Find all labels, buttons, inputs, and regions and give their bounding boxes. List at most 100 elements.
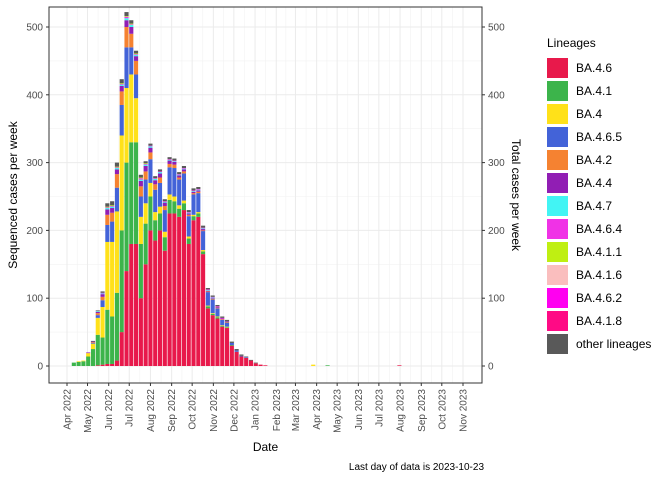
x-tick-label: Jul 2022 bbox=[125, 389, 136, 427]
legend-label: BA.4.6.4 bbox=[576, 221, 623, 236]
bar-segment bbox=[229, 345, 234, 366]
bar-segment bbox=[134, 56, 139, 61]
bar-segment bbox=[196, 216, 201, 366]
bar-segment bbox=[162, 205, 167, 211]
legend: Lineages BA.4.6 BA.4.1 BA.4 BA.4.6.5 BA.4.2 B… bbox=[547, 36, 651, 355]
bar-segment bbox=[196, 213, 201, 217]
bar-segment bbox=[191, 220, 196, 366]
week-bar bbox=[191, 188, 196, 366]
bar-segment bbox=[191, 193, 196, 195]
bar-segment bbox=[119, 79, 124, 84]
bar-segment bbox=[201, 227, 206, 229]
bar-segment bbox=[167, 157, 172, 160]
x-tick-label: Jan 2023 bbox=[251, 389, 262, 431]
bar-segment bbox=[153, 189, 158, 213]
week-bar bbox=[201, 225, 206, 366]
bar-segment bbox=[114, 166, 119, 168]
bar-segment bbox=[234, 351, 239, 366]
bar-segment bbox=[177, 174, 182, 176]
bar-segment bbox=[124, 12, 129, 17]
legend-swatch bbox=[547, 172, 568, 193]
legend-label: BA.4.7 bbox=[576, 198, 613, 213]
bar-segment bbox=[234, 349, 239, 351]
bar-segment bbox=[119, 135, 124, 231]
bar-segment bbox=[191, 191, 196, 192]
bar-segment bbox=[191, 194, 196, 215]
bar-segment bbox=[191, 190, 196, 192]
bar-segment bbox=[81, 360, 86, 362]
week-bar bbox=[143, 161, 148, 366]
bar-segment bbox=[201, 228, 206, 230]
bar-segment bbox=[224, 321, 230, 323]
bar-segment bbox=[110, 363, 115, 366]
bar-segment bbox=[215, 317, 220, 319]
bar-segment bbox=[100, 337, 105, 365]
bar-segment bbox=[181, 169, 187, 172]
bar-segment bbox=[215, 308, 220, 317]
bar-segment bbox=[196, 187, 201, 190]
bar-segment bbox=[114, 292, 119, 361]
bar-segment bbox=[210, 299, 215, 314]
bar-segment bbox=[157, 206, 163, 214]
bar-segment bbox=[138, 180, 143, 187]
bar-segment bbox=[186, 214, 191, 217]
bar-segment bbox=[239, 356, 244, 366]
bar-segment bbox=[124, 47, 129, 89]
bar-segment bbox=[110, 206, 115, 209]
bar-segment bbox=[110, 201, 115, 206]
week-bar bbox=[263, 365, 268, 366]
bar-segment bbox=[110, 212, 115, 222]
bar-segment bbox=[224, 321, 230, 322]
bar-segment bbox=[191, 191, 196, 194]
x-tick-label: Aug 2022 bbox=[146, 389, 157, 432]
bar-segment bbox=[167, 159, 172, 160]
y-tick-label-left: 200 bbox=[26, 226, 43, 237]
week-bar bbox=[258, 364, 263, 366]
bar-segment bbox=[157, 173, 163, 178]
bar-segment bbox=[162, 201, 167, 202]
legend-label: BA.4.6.2 bbox=[576, 290, 623, 305]
bar-segment bbox=[210, 295, 215, 297]
bar-segment bbox=[196, 190, 201, 192]
bar-segment bbox=[224, 328, 230, 366]
bar-segment bbox=[153, 180, 158, 185]
bar-segment bbox=[167, 159, 172, 161]
bar-segment bbox=[100, 291, 105, 293]
bar-segment bbox=[210, 298, 215, 300]
legend-item: BA.4.1.8 bbox=[547, 309, 651, 332]
bar-segment bbox=[167, 163, 172, 168]
week-bar bbox=[90, 340, 96, 366]
bar-segment bbox=[172, 164, 177, 169]
legend-label: BA.4.1.8 bbox=[576, 313, 623, 328]
bar-segment bbox=[105, 209, 110, 215]
week-bar bbox=[311, 364, 316, 366]
week-bar bbox=[239, 354, 244, 366]
bar-segment bbox=[157, 171, 163, 173]
legend-swatch bbox=[547, 103, 568, 124]
week-bar bbox=[181, 165, 187, 366]
legend-items: BA.4.6 BA.4.1 BA.4 BA.4.6.5 BA.4.2 BA.4.4 BA.4… bbox=[547, 56, 651, 355]
week-bar bbox=[172, 158, 177, 366]
week-bar bbox=[253, 362, 258, 366]
bar-segment bbox=[234, 350, 239, 352]
week-bar bbox=[119, 79, 124, 366]
bar-segment bbox=[90, 340, 96, 342]
bar-segment bbox=[177, 177, 182, 180]
bar-segment bbox=[224, 327, 230, 329]
bar-segment bbox=[110, 205, 115, 206]
bar-segment bbox=[134, 54, 139, 57]
legend-swatch bbox=[547, 57, 568, 78]
x-tick-label: Aug 2023 bbox=[396, 389, 407, 432]
week-bar bbox=[76, 361, 81, 366]
bar-segment bbox=[114, 162, 119, 167]
bar-segment bbox=[162, 202, 167, 206]
bar-segment bbox=[105, 208, 110, 210]
bar-segment bbox=[148, 145, 153, 147]
bar-segment bbox=[205, 288, 210, 290]
bar-segment bbox=[129, 47, 134, 75]
bar-segment bbox=[167, 194, 172, 200]
y-tick-label-left: 0 bbox=[37, 362, 43, 373]
y-tick-label-left: 500 bbox=[26, 23, 43, 34]
bar-segment bbox=[215, 316, 220, 318]
